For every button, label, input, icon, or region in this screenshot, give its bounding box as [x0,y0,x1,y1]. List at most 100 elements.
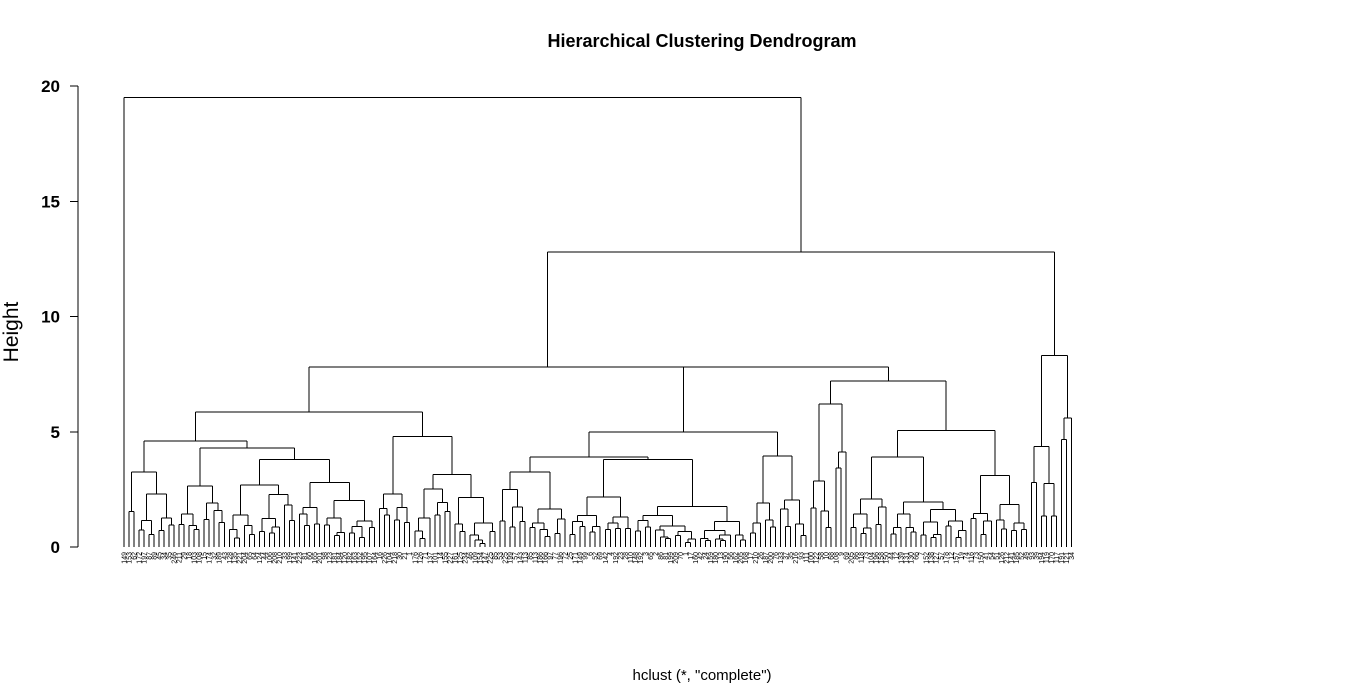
leaf-label: 109 [472,552,479,564]
leaf-label: 196 [558,552,565,564]
leaf-label: 212 [1004,552,1011,564]
leaf-label: 103 [192,552,199,564]
leaf-label: 216 [793,552,800,564]
leaf-label: 62 [132,552,139,560]
leaf-label: 128 [227,552,234,564]
leaf-label: 172 [137,552,144,564]
leaf-label: 68 [828,552,835,560]
leaf-label: 164 [372,552,379,564]
y-tick-label: 20 [41,77,60,96]
leaf-label: 246 [172,552,179,564]
leaf-label: 76 [773,552,780,560]
leaf-label: 2 [653,552,660,556]
leaf-label: 49 [1024,552,1031,560]
leaf-label: 108 [197,552,204,564]
leaf-label: 101 [432,552,439,564]
leaf-label: 162 [733,552,740,564]
leaf-label: 150 [883,552,890,564]
leaf-label: 35 [788,552,795,560]
leaf-label: 110 [628,552,635,563]
leaf-label: 195 [362,552,369,564]
leaf-label: 74 [964,552,971,560]
leaf-label: 34 [162,552,169,560]
leaf-label: 122 [813,552,820,564]
leaf-label: 86 [853,552,860,560]
leaf-label: 86 [658,552,665,560]
leaf-label: 41 [984,552,991,560]
x-axis-label: hclust (*, "complete") [632,667,771,684]
leaf-label: 170 [1049,552,1056,564]
leaf-label: 199 [508,552,515,564]
y-tick-label: 5 [51,423,60,442]
leaf-label: 58 [818,552,825,560]
leaf-label: 89 [152,552,159,560]
leaf-label: 201 [317,552,324,564]
leaf-label: 133 [778,552,785,564]
leaf-label: 57 [513,552,520,560]
dendrogram-tree [123,97,1072,547]
leaf-label: 56 [728,552,735,560]
leaf-label: 165 [312,552,319,564]
leaf-label: 26 [758,552,765,560]
y-axis: 0 5 10 15 20 [41,77,79,557]
leaf-label: 126 [999,552,1006,564]
leaf-label: 143 [518,552,525,564]
leaf-label: 181 [332,552,339,564]
leaf-label: 154 [477,552,484,564]
leaf-label: 104 [387,552,394,564]
leaf-label: 152 [357,552,364,564]
leaf-label: 141 [292,552,299,564]
leaf-label: 189 [217,552,224,564]
leaf-label: 97 [548,552,555,560]
leaf-label: 12 [894,552,901,560]
leaf-label: 153 [127,552,134,564]
leaf-label: 168 [743,552,750,564]
leaf-label: 52 [593,552,600,560]
leaf-label: 17 [748,552,755,560]
leaf-label: 57 [939,552,946,560]
leaf-label: 39 [1034,552,1041,560]
leaf-label: 211 [177,552,184,563]
leaf-label: 221 [237,552,244,564]
leaf-label: 120 [342,552,349,564]
leaf-label: 37 [783,552,790,560]
leaf-label: 16 [377,552,384,560]
leaf-label: 152 [924,552,931,564]
leaf-label: 65 [648,552,655,560]
leaf-label: 51 [994,552,1001,560]
leaf-label: 28 [623,552,630,560]
leaf-label: 187 [763,552,770,564]
leaf-label: 35 [167,552,174,560]
leaf-label: 160 [693,552,700,564]
leaf-label: 77 [553,552,560,560]
leaf-label: 118 [858,552,865,563]
leaf-label: 60 [307,552,314,560]
leaf-label: 141 [1009,552,1016,564]
leaf-label: 44 [262,552,269,560]
leaf-label: 174 [207,552,214,564]
leaf-label: 126 [417,552,424,564]
leaf-label: 66 [914,552,921,560]
y-tick-label: 0 [51,538,60,557]
leaf-label: 119 [1044,552,1051,563]
y-axis-label: Height [0,301,23,362]
leaf-label: 81 [663,552,670,560]
leaf-label: 71 [422,552,429,560]
leaf-label: 192 [613,552,620,564]
leaf-label: 108 [833,552,840,564]
leaf-label: 53 [497,552,504,560]
leaf-label: 135 [232,552,239,564]
leaf-label: 69 [598,552,605,560]
leaf-label: 43 [222,552,229,560]
leaf-label: 10 [823,552,830,560]
leaf-label: 210 [277,552,284,564]
leaf-label: 123 [327,552,334,564]
leaf-label: 139 [899,552,906,564]
leaf-label: 30 [397,552,404,560]
leaf-label: 158 [878,552,885,564]
leaf-label: 34 [1069,552,1076,560]
leaf-label: 117 [1054,552,1061,563]
leaf-label: 138 [929,552,936,564]
leaf-label: 163 [352,552,359,564]
leaf-label: 1 [407,552,414,556]
